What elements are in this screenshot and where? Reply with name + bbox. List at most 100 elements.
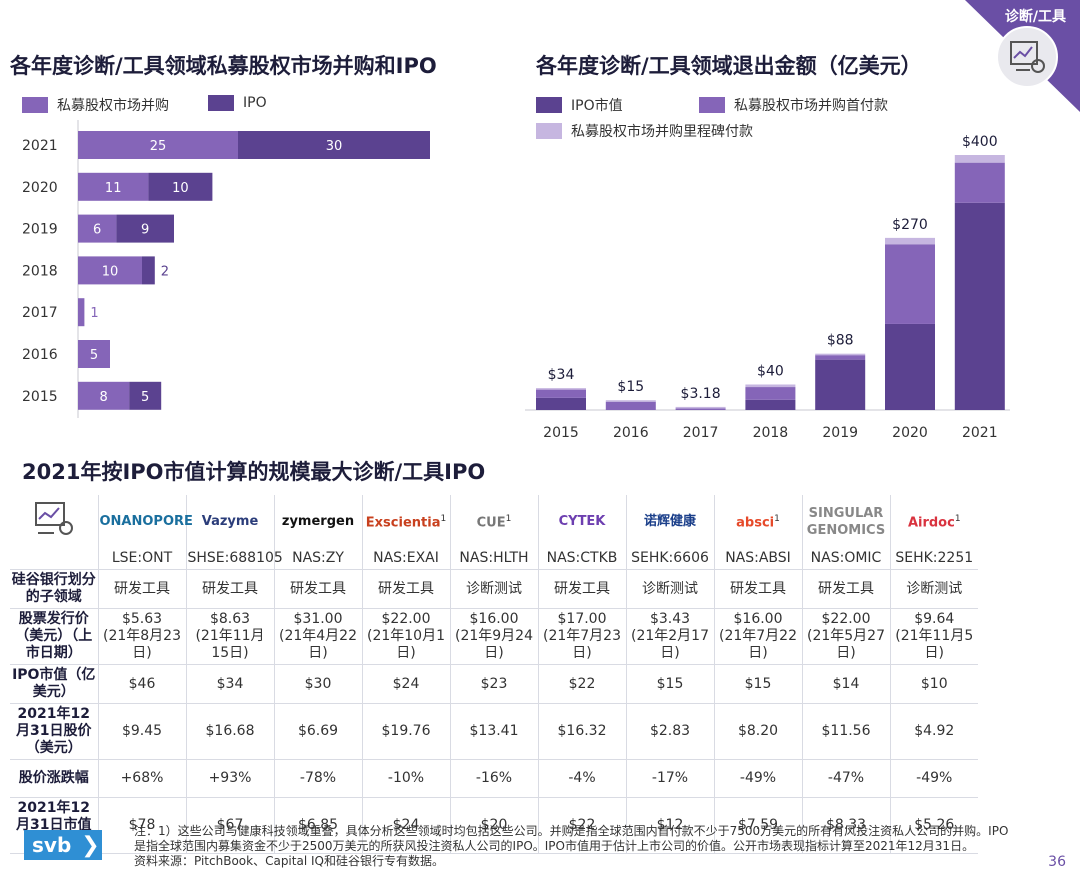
ipo-value-cell: $24 [362,664,451,704]
change-cell: -49% [890,759,978,798]
ipo-table: ONANOPORE Vazyme zymergen Exscientia1 CUE1 CY… [10,495,978,854]
company-logo: 诺辉健康 [626,495,715,548]
change-cell: -17% [626,759,715,798]
data-label: 2 [161,264,169,279]
sector-cell: 研发工具 [274,569,363,609]
ipo-value-cell: $23 [450,664,539,704]
ticker-cell: NAS:HLTH [450,548,539,570]
table-row: 2021年12月31日股价（美元） $9.45 $16.68 $6.69 $19.76 $… [10,703,978,760]
change-cell: +93% [186,759,275,798]
market-cap-cell: $22 [538,797,627,854]
offer-price: $5.63 [121,611,163,627]
bar-segment [605,401,656,410]
listing-date: (21年5月27日) [807,628,885,661]
total-label: $270 [892,217,928,233]
legend-ipo: IPO [208,95,267,111]
change-cell: -49% [714,759,803,798]
bar-ma [78,381,130,410]
bar-segment [954,155,1005,163]
legend-swatch-ma [22,97,48,113]
company-logo: CYTEK [538,495,627,548]
company-logo-text: CUE [476,515,506,531]
x-tick-label: 2015 [543,425,579,441]
legend-milestone: 私募股权市场并购里程碑付款 [536,121,753,141]
y-tick-label: 2021 [22,138,58,154]
bar-segment [536,389,586,398]
x-tick-label: 2017 [683,425,719,441]
row-head-sector: 硅谷银行划分的子领域 [10,569,99,609]
offer-price: $9.64 [914,611,955,627]
market-cap-cell: $7.59 [714,797,803,854]
table-row: 2021年12月31日市值（亿美元）$78$67$6.85$24$20$22$1… [10,797,978,854]
bar-ma [78,131,238,159]
ipo-value-cell: $46 [98,664,187,704]
market-cap-cell: $5.26 [890,797,978,854]
offer-price: $22.00 [381,611,431,627]
close-price-cell: $13.41 [450,703,539,760]
table-row: 硅谷银行划分的子领域 研发工具 研发工具 研发工具 研发工具 诊断测试 研发工具 诊断测试 研发… [10,569,978,609]
bar-segment [745,387,796,400]
x-tick-label: 2016 [613,425,649,441]
page-number: 36 [1048,854,1066,870]
legend-swatch-upfront [699,97,725,113]
ticker-cell: LSE:ONT [98,548,187,570]
ticker-cell: SEHK:2251 [890,548,978,570]
bar-segment [885,237,935,245]
bar-segment [954,202,1005,410]
change-cell: -78% [274,759,363,798]
bar-ipo [129,381,162,410]
price-cell: $8.63 (21年11月15日) [186,608,275,665]
legend-swatch-ipo-value [536,97,562,113]
total-label: $40 [757,364,784,380]
bar-segment [815,355,866,360]
data-label: 9 [141,223,149,238]
y-tick-label: 2016 [22,347,58,363]
legend-ma: 私募股权市场并购 [22,95,169,115]
horizontal-bar-chart: 2021 25 30 2020 11 10 2019 6 9 2018 10 2 2017 1 2016 5 2… [22,120,430,418]
data-label: 25 [150,139,167,154]
price-cell: $17.00 (21年7月23日) [538,608,627,665]
company-logo: zymergen [274,495,363,548]
bar-segment [536,397,586,410]
legend-swatch-ipo [208,95,234,111]
table-ticker-row: LSE:ONT SHSE:688105 NAS:ZY NAS:EXAI NAS:HLTH… [10,548,978,570]
footnote: 注：1）这些公司与健康科技领域重叠，具体分析这些领域时均包括这些公司。并购是指全… [134,824,1014,869]
market-cap-cell: $8.33 [802,797,891,854]
total-label: $400 [962,134,998,150]
data-label: 1 [90,306,98,321]
listing-date: (21年7月22日) [719,628,797,661]
ticker-cell: SHSE:688105 [186,548,283,570]
y-tick-label: 2018 [22,263,58,279]
company-logo-text: SINGULAR GENOMICS [806,505,886,538]
ticker-row-head [10,548,99,570]
listing-date: (21年7月23日) [543,628,621,661]
bar-segment [815,359,866,410]
bar-ipo [148,172,213,201]
company-logo-text: CYTEK [558,514,606,529]
offer-price: $17.00 [557,611,607,627]
bar-segment [815,353,866,356]
bar-segment [675,408,726,410]
sector-cell: 研发工具 [98,569,187,609]
row-head-price: 股票发行价（美元）（上市日期） [10,608,99,665]
company-logo: CUE1 [450,495,539,548]
bar-segment [885,323,935,410]
right-chart-title: 各年度诊断/工具领域退出金额（亿美元） [536,54,922,78]
table-logo-row: ONANOPORE Vazyme zymergen Exscientia1 CUE1 CY… [10,495,978,548]
bar-ipo [142,256,155,285]
sector-cell: 研发工具 [802,569,891,609]
chevron-right-icon: ❯ [81,832,100,858]
data-label: 10 [172,181,189,196]
ipo-value-cell: $15 [714,664,803,704]
listing-date: (21年2月17日) [631,628,709,661]
close-price-cell: $16.68 [186,703,275,760]
sector-cell: 研发工具 [186,569,275,609]
company-logo-text: zymergen [281,514,355,529]
ticker-cell: NAS:CTKB [538,548,627,570]
company-logo: Exscientia1 [362,495,451,548]
svb-logo-text: svb [32,833,72,857]
offer-price: $3.43 [649,611,691,627]
tools-chart-icon [996,26,1058,88]
company-logo-text: Airdoc [907,515,955,531]
listing-date: (21年11月15日) [195,628,265,661]
